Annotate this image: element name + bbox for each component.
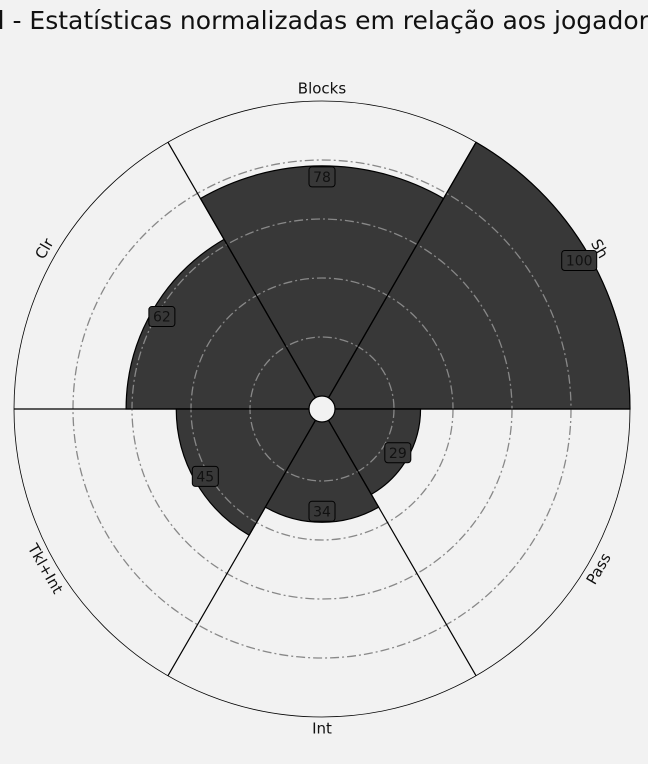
- value-label: 100: [566, 254, 593, 270]
- bar-sector-blocks: [199, 165, 445, 411]
- category-label: Int: [312, 720, 332, 738]
- value-label-box: [191, 465, 219, 487]
- bar-sector-int: [264, 407, 380, 523]
- sectors-layer: [125, 141, 631, 537]
- value-label-box: [308, 166, 336, 188]
- value-label-box: [308, 500, 336, 522]
- sector-divider: [321, 141, 477, 410]
- category-label: Pass: [583, 550, 615, 588]
- value-label-box: [384, 442, 412, 464]
- value-label-box: [148, 306, 176, 328]
- sector-lines-layer: [13, 100, 631, 718]
- sector-divider: [167, 408, 323, 677]
- value-label: 78: [313, 170, 331, 186]
- category-label: Blocks: [298, 80, 347, 98]
- sector-divider: [167, 141, 323, 410]
- value-label: 34: [313, 504, 331, 520]
- value-label: 62: [153, 310, 171, 326]
- center-hole: [308, 395, 336, 423]
- sector-divider: [321, 408, 477, 677]
- chart-title: Gil - Estatísticas normalizadas em relaç…: [0, 6, 648, 35]
- category-label: Tkl+Int: [23, 540, 66, 597]
- value-label-box: [561, 250, 598, 271]
- value-label: 29: [389, 446, 407, 462]
- value-label: 45: [196, 469, 214, 485]
